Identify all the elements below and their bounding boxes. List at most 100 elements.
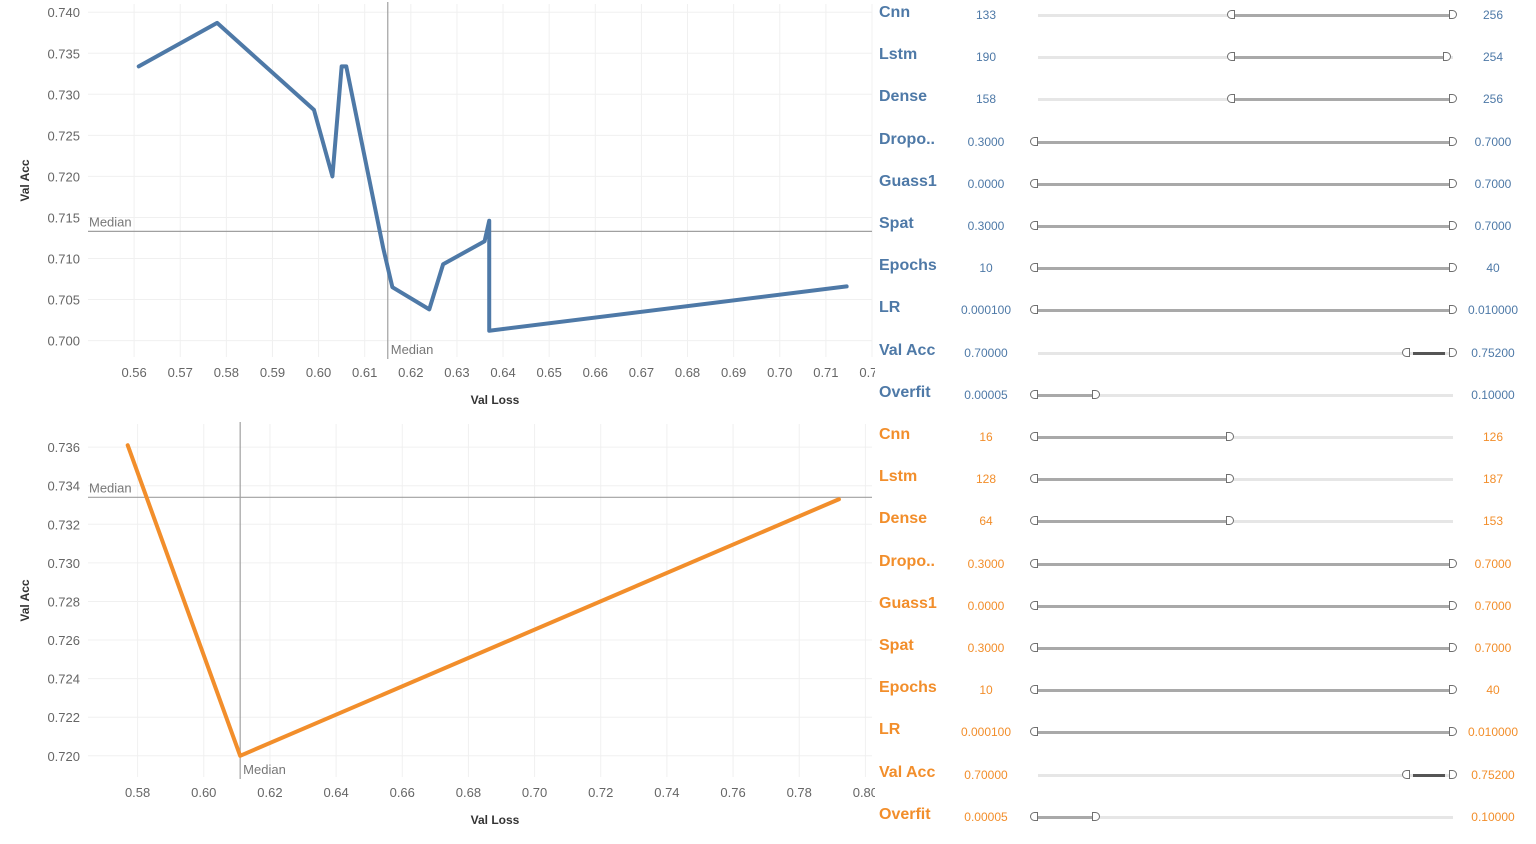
range-min-handle[interactable]	[1227, 94, 1236, 104]
filter-max-value: 0.7000	[1474, 134, 1512, 149]
range-max-handle[interactable]	[1449, 263, 1457, 273]
range-slider-selection	[1033, 478, 1231, 482]
y-tick-label: 0.732	[47, 517, 80, 532]
y-tick-label: 0.720	[47, 749, 80, 764]
range-max-handle[interactable]	[1449, 305, 1457, 315]
range-slider-track[interactable]	[1033, 436, 1453, 439]
y-tick-label: 0.726	[47, 633, 80, 648]
range-slider-track[interactable]	[1038, 351, 1453, 355]
x-tick-label: 0.72	[588, 785, 613, 800]
val-acc-vs-val-loss-chart-bottom[interactable]: 0.58 0.60 0.62 0.64 0.66 0.68 0.70 0.72 0.74 0.76…	[0, 420, 878, 839]
range-min-handle[interactable]	[1030, 263, 1038, 273]
range-slider-track[interactable]	[1033, 815, 1453, 819]
range-max-handle[interactable]	[1449, 600, 1457, 610]
range-min-handle[interactable]	[1030, 811, 1038, 821]
range-max-handle[interactable]	[1449, 347, 1457, 357]
range-slider-track[interactable]	[1038, 773, 1453, 777]
x-tick-label: 0.80	[853, 785, 875, 800]
range-max-handle[interactable]	[1449, 727, 1457, 737]
median-label-y: Median	[89, 480, 132, 495]
range-min-handle[interactable]	[1030, 432, 1038, 441]
range-slider-selection	[1033, 520, 1231, 524]
range-max-handle[interactable]	[1449, 685, 1457, 695]
x-tick-label: 0.70	[767, 365, 792, 380]
range-max-handle[interactable]	[1226, 516, 1235, 526]
range-max-handle[interactable]	[1226, 474, 1235, 484]
filter-min-value: 0.00005	[964, 809, 1008, 824]
range-max-handle[interactable]	[1449, 136, 1457, 146]
filter-min-value: 64	[979, 514, 993, 529]
range-min-handle[interactable]	[1227, 10, 1236, 19]
range-max-handle[interactable]	[1449, 769, 1457, 779]
filter-row-dense: Dense 158 256	[875, 84, 1536, 126]
range-min-handle[interactable]	[1030, 305, 1038, 315]
filter-name: LR	[879, 299, 901, 317]
filter-panel-top: Cnn 133 256 Lstm 190 254 Dense 158 256 Dropo.. 0.3…	[875, 0, 1536, 422]
filter-row-guass1: Guass1 0.0000 0.7000	[875, 169, 1536, 211]
range-min-handle[interactable]	[1030, 685, 1038, 695]
x-tick-label: 0.56	[121, 365, 146, 380]
filter-min-value: 158	[975, 92, 997, 107]
filter-row-val-acc: Val Acc 0.70000 0.75200	[875, 338, 1536, 380]
range-slider-selection	[1033, 393, 1096, 397]
y-tick-label: 0.700	[47, 334, 80, 349]
range-min-handle[interactable]	[1030, 474, 1038, 484]
filter-max-value: 256	[1482, 8, 1504, 22]
filter-min-value: 128	[975, 472, 997, 487]
range-min-handle[interactable]	[1227, 52, 1236, 62]
filter-name: Guass1	[879, 172, 937, 190]
range-max-handle[interactable]	[1449, 178, 1457, 188]
x-tick-label: 0.60	[306, 365, 331, 380]
range-min-handle[interactable]	[1030, 220, 1038, 230]
filter-min-value: 0.000100	[960, 303, 1012, 318]
filter-min-value: 0.3000	[967, 218, 1005, 233]
range-slider-track[interactable]	[1033, 478, 1453, 482]
range-min-handle[interactable]	[1030, 389, 1038, 399]
x-tick-label: 0.68	[456, 785, 481, 800]
range-min-handle[interactable]	[1030, 178, 1038, 188]
chart-top-svg: 0.56 0.57 0.58 0.59 0.60 0.61 0.62 0.63 0.64 0.65…	[18, 2, 885, 407]
range-slider-selection	[1033, 224, 1453, 228]
range-max-handle[interactable]	[1449, 558, 1457, 568]
val-acc-vs-val-loss-chart-top[interactable]: 0.56 0.57 0.58 0.59 0.60 0.61 0.62 0.63 0.64 0.65…	[0, 0, 885, 415]
range-max-handle[interactable]	[1092, 811, 1100, 821]
x-axis-label: Val Loss	[471, 813, 520, 827]
y-tick-label: 0.736	[47, 440, 80, 455]
filter-min-value: 16	[979, 430, 993, 444]
filter-name: Epochs	[879, 679, 937, 697]
range-min-handle[interactable]	[1030, 727, 1038, 737]
range-slider-selection	[1230, 14, 1453, 17]
range-min-handle[interactable]	[1030, 600, 1038, 610]
range-max-handle[interactable]	[1449, 10, 1457, 19]
filter-row-dropo: Dropo.. 0.3000 0.7000	[875, 549, 1536, 591]
filter-min-value: 0.0000	[967, 176, 1005, 191]
filter-row-lr: LR 0.000100 0.010000	[875, 295, 1536, 337]
range-max-handle[interactable]	[1442, 52, 1451, 62]
filter-name: Dropo..	[879, 552, 935, 570]
range-min-handle[interactable]	[1030, 516, 1038, 526]
range-max-handle[interactable]	[1449, 94, 1457, 104]
range-slider-track[interactable]	[1033, 520, 1453, 524]
range-slider-track[interactable]	[1033, 393, 1453, 397]
x-tick-label: 0.58	[125, 785, 150, 800]
y-tick-label: 0.734	[47, 479, 80, 494]
x-tick-label: 0.57	[168, 365, 193, 380]
filter-min-value: 0.3000	[967, 134, 1005, 149]
x-tick-label: 0.66	[390, 785, 415, 800]
range-max-handle[interactable]	[1092, 389, 1100, 399]
filter-min-value: 0.3000	[967, 640, 1005, 655]
range-slider-selection	[1033, 815, 1096, 819]
filter-row-dropo: Dropo.. 0.3000 0.7000	[875, 127, 1536, 169]
range-min-handle[interactable]	[1030, 558, 1038, 568]
filter-row-epochs: Epochs 10 40	[875, 253, 1536, 295]
range-max-handle[interactable]	[1449, 220, 1457, 230]
range-min-handle[interactable]	[1030, 136, 1038, 146]
filter-panel-bottom: Cnn 16 126 Lstm 128 187 Dense 64 153 Dropo.. 0.300…	[875, 422, 1536, 844]
x-tick-label: 0.66	[583, 365, 608, 380]
range-min-handle[interactable]	[1401, 347, 1410, 357]
range-min-handle[interactable]	[1030, 642, 1038, 652]
range-max-handle[interactable]	[1226, 432, 1235, 441]
range-max-handle[interactable]	[1449, 642, 1457, 652]
range-min-handle[interactable]	[1401, 769, 1410, 779]
filter-max-value: 0.010000	[1467, 303, 1519, 318]
